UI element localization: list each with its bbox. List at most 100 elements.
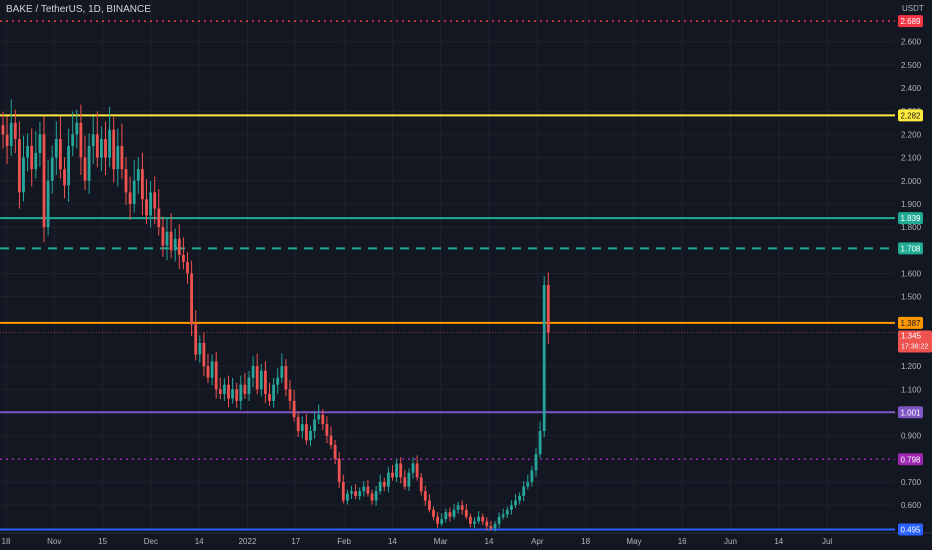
level-badge xyxy=(898,523,923,536)
candle-body xyxy=(309,431,312,441)
candle-body xyxy=(231,389,234,399)
level-badge xyxy=(898,316,923,329)
candle-body xyxy=(403,477,407,487)
time-tick-label: 2022 xyxy=(239,537,257,546)
candle-body xyxy=(280,366,284,378)
time-tick-label: 14 xyxy=(388,537,397,546)
candle-body xyxy=(497,516,501,524)
time-tick-label: Apr xyxy=(531,537,544,546)
candle-body xyxy=(100,139,103,158)
candle-body xyxy=(399,463,403,478)
candle-body xyxy=(436,516,439,524)
candle-body xyxy=(460,505,464,510)
price-axis[interactable]: 2.6002.5002.4002.3002.2002.1002.0001.900… xyxy=(895,0,932,550)
candle-body xyxy=(22,157,25,193)
level-badge-label: 1.708 xyxy=(900,244,921,253)
candle-body xyxy=(432,509,435,517)
candle-body xyxy=(378,482,382,492)
candle-body xyxy=(59,139,62,170)
candle-body xyxy=(354,491,357,496)
candle-body xyxy=(428,500,431,510)
candle-body xyxy=(419,477,423,492)
candle-body xyxy=(161,227,165,246)
candle-body xyxy=(136,169,140,181)
time-tick-label: 15 xyxy=(98,537,107,546)
countdown-label: 17:38:22 xyxy=(901,344,928,351)
time-tick-label: 17 xyxy=(291,537,300,546)
level-badge xyxy=(898,406,923,419)
level-badge-label: 1.001 xyxy=(900,408,921,417)
time-tick-label: 14 xyxy=(485,537,494,546)
candle-body xyxy=(329,435,333,445)
level-badge-label: 1.839 xyxy=(900,214,921,223)
candle-body xyxy=(50,157,54,181)
candle-body xyxy=(452,509,456,517)
candle-body xyxy=(198,342,202,355)
candle-body xyxy=(5,134,9,146)
time-tick-label: Jul xyxy=(822,537,832,546)
candle-body xyxy=(366,486,370,494)
time-tick-label: Feb xyxy=(337,537,351,546)
price-tick-label: 2.400 xyxy=(901,84,922,93)
candle-body xyxy=(493,523,497,529)
candle-body xyxy=(141,169,144,200)
price-tick-label: 0.600 xyxy=(901,501,922,510)
candle-body xyxy=(128,192,132,204)
candle-body xyxy=(358,491,362,496)
candle-body xyxy=(91,134,95,146)
candle-body xyxy=(362,486,366,492)
candle-body xyxy=(440,519,444,524)
candle-body xyxy=(165,231,169,246)
candle-body xyxy=(38,134,42,153)
time-axis[interactable]: 18 Nov 15 Dec 14 2022 17 Feb 14 Mar 14 Apr 18 May 16 Ju… xyxy=(0,532,932,546)
candle-body xyxy=(34,152,38,170)
time-tick-label: 16 xyxy=(678,537,687,546)
price-tick-label: 1.200 xyxy=(901,362,922,371)
candle-body xyxy=(464,509,468,517)
level-badge xyxy=(898,212,923,225)
candle-body xyxy=(477,516,480,522)
level-badge-label: 0.495 xyxy=(900,526,921,535)
candle-body xyxy=(243,384,247,394)
candle-body xyxy=(321,414,325,425)
candle-body xyxy=(1,125,5,135)
price-tick-label: 1.100 xyxy=(901,385,922,394)
candle-body xyxy=(296,417,300,432)
candle-body xyxy=(485,521,489,527)
price-tick-label: 1.900 xyxy=(901,200,922,209)
time-tick-label: May xyxy=(626,537,641,546)
candle-body xyxy=(350,491,353,494)
candle-body xyxy=(305,424,308,441)
candle-body xyxy=(157,208,161,228)
level-badge xyxy=(898,242,923,255)
candle-body xyxy=(13,122,17,140)
candle-body xyxy=(264,370,267,394)
candle-body xyxy=(194,324,198,355)
candle-body xyxy=(473,521,476,524)
price-tick-label: 2.600 xyxy=(901,38,922,47)
candle-body xyxy=(173,238,177,251)
chart-grid xyxy=(0,0,895,533)
candle-body xyxy=(190,273,193,325)
candle-body xyxy=(177,238,181,255)
candle-body xyxy=(276,377,280,385)
time-tick-label: 14 xyxy=(195,537,204,546)
price-badges: 2.689 2.282 1.839 1.708 1.387 1.001 0.798 0.495… xyxy=(0,15,932,536)
price-tick-label: 1.600 xyxy=(901,269,922,278)
candle-body xyxy=(510,505,513,510)
candle-body xyxy=(469,516,472,524)
chart-title: BAKE / TetherUS, 1D, BINANCE xyxy=(6,4,151,15)
candle-body xyxy=(411,463,415,473)
candle-body xyxy=(95,134,99,158)
candle-body xyxy=(124,169,128,193)
candle-body xyxy=(370,493,374,501)
candle-body xyxy=(341,482,345,501)
candle-body xyxy=(235,389,239,401)
price-tick-label: 1.500 xyxy=(901,293,922,302)
candle-body xyxy=(530,470,534,483)
candle-body xyxy=(481,516,485,522)
candle-body xyxy=(83,157,87,181)
time-tick-label: Dec xyxy=(144,537,158,546)
candle-body xyxy=(333,444,337,459)
